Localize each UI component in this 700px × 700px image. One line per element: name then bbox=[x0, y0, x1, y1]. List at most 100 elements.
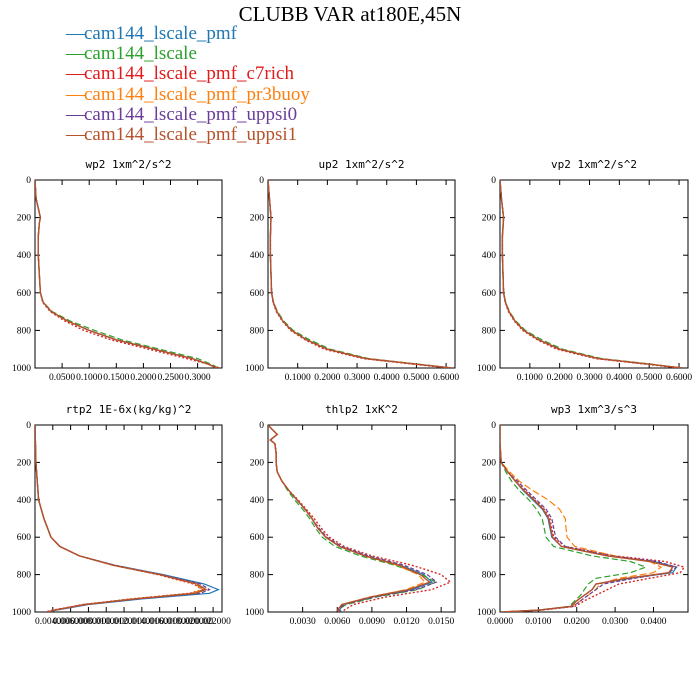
y-tick-label: 0 bbox=[26, 421, 31, 431]
chart-panel: thlp2 1xK^2 0 200 400 600 800 1000 0.0030 0.0060… bbox=[245, 403, 456, 627]
series-line bbox=[35, 425, 211, 612]
legend-item: —cam144_lscale_pmf_c7rich bbox=[66, 64, 310, 84]
x-tick-label: 0.020000 bbox=[177, 617, 213, 627]
x-tick-label: 0.012000 bbox=[106, 617, 142, 627]
x-tick-label: 0.0030 bbox=[290, 617, 316, 627]
series-line bbox=[500, 180, 683, 368]
x-tick-label: 0.1000 bbox=[285, 373, 311, 383]
series-line bbox=[500, 425, 678, 612]
y-tick-label: 400 bbox=[250, 251, 265, 261]
chart-panel: rtp2 1E-6x(kg/kg)^2 0 200 400 600 800 1000 0.00… bbox=[12, 403, 231, 627]
series-line bbox=[35, 180, 217, 368]
chart-panel: up2 1xm^2/s^2 0 200 400 600 800 1000 0.1000 0.20… bbox=[245, 158, 459, 383]
y-tick-label: 1000 bbox=[12, 364, 31, 374]
x-tick-label: 0.004000 bbox=[35, 617, 71, 627]
legend-item: —cam144_lscale_pmf_uppsi0 bbox=[66, 104, 310, 125]
y-tick-label: 400 bbox=[482, 496, 497, 506]
y-tick-label: 400 bbox=[17, 496, 32, 506]
x-tick-label: 0.5000 bbox=[636, 373, 662, 383]
x-tick-label: 0.0120 bbox=[393, 617, 419, 627]
plot-frame bbox=[267, 424, 456, 613]
y-tick-label: 600 bbox=[482, 289, 497, 299]
panel-title: up2 1xm^2/s^2 bbox=[318, 158, 404, 171]
series-line bbox=[35, 180, 219, 368]
legend-label: cam144_lscale_pmf_uppsi1 bbox=[84, 124, 298, 146]
legend-item: —cam144_lscale_pmf_pr3buoy bbox=[66, 83, 310, 105]
x-tick-label: 0.0200 bbox=[564, 617, 590, 627]
y-tick-label: 0 bbox=[26, 176, 31, 186]
x-tick-label: 0.008000 bbox=[71, 617, 107, 627]
plot-frame bbox=[34, 424, 223, 613]
x-tick-label: 0.0400 bbox=[640, 617, 666, 627]
y-tick-label: 200 bbox=[17, 458, 32, 468]
chart-title: CLUBB VAR at180E,45N bbox=[238, 2, 462, 26]
x-tick-label: 0.0000 bbox=[487, 617, 513, 627]
x-tick-label: 0.2000 bbox=[130, 373, 156, 383]
series-line bbox=[268, 180, 453, 368]
y-tick-label: 800 bbox=[17, 571, 32, 581]
legend-dash: — bbox=[66, 83, 85, 105]
x-tick-label: 0.4000 bbox=[374, 373, 400, 383]
series-line bbox=[35, 425, 205, 612]
series-line bbox=[268, 180, 450, 368]
legend-item: —cam144_lscale bbox=[66, 44, 310, 64]
series-line bbox=[500, 180, 683, 368]
y-tick-label: 800 bbox=[250, 326, 265, 336]
x-tick-label: 0.6000 bbox=[666, 373, 692, 383]
x-tick-label: 0.0500 bbox=[49, 373, 75, 383]
series-line bbox=[35, 425, 220, 612]
plot-frame bbox=[499, 179, 689, 369]
series-line bbox=[500, 425, 686, 612]
x-tick-label: 0.2500 bbox=[157, 373, 183, 383]
chart-panel: wp2 1xm^2/s^2 0 200 400 600 800 1000 0.0500 0.10… bbox=[12, 158, 223, 383]
panel-title: wp3 1xm^3/s^3 bbox=[551, 403, 637, 416]
plot-frame bbox=[267, 179, 456, 369]
series-line bbox=[35, 180, 217, 368]
y-tick-label: 1000 bbox=[245, 608, 264, 618]
y-tick-label: 600 bbox=[17, 533, 32, 543]
x-tick-label: 0.4000 bbox=[606, 373, 632, 383]
series-line bbox=[500, 425, 674, 612]
legend-dash: — bbox=[66, 124, 85, 146]
y-tick-label: 400 bbox=[482, 251, 497, 261]
series-line bbox=[35, 425, 208, 612]
y-tick-label: 600 bbox=[250, 533, 265, 543]
plot-frame bbox=[34, 179, 223, 369]
legend-dash: — bbox=[66, 23, 85, 44]
y-tick-label: 0 bbox=[491, 176, 496, 186]
series-line bbox=[35, 425, 204, 612]
chart-panel: vp2 1xm^2/s^2 0 200 400 600 800 1000 0.1000 0.20… bbox=[477, 158, 692, 383]
x-tick-label: 0.3000 bbox=[344, 373, 370, 383]
y-tick-label: 400 bbox=[17, 251, 32, 261]
x-tick-label: 0.1500 bbox=[103, 373, 129, 383]
series-line bbox=[35, 425, 206, 612]
series-line bbox=[268, 425, 427, 612]
legend-label: cam144_lscale_pmf_c7rich bbox=[84, 63, 294, 85]
panel-title: rtp2 1E-6x(kg/kg)^2 bbox=[66, 403, 192, 416]
y-tick-label: 600 bbox=[17, 289, 32, 299]
legend-label: cam144_lscale_pmf_pr3buoy bbox=[84, 83, 310, 105]
panel-title: vp2 1xm^2/s^2 bbox=[551, 158, 637, 171]
series-line bbox=[500, 180, 680, 368]
y-tick-label: 0 bbox=[259, 421, 264, 431]
x-tick-label: 0.1000 bbox=[517, 373, 543, 383]
legend-dash: — bbox=[66, 63, 85, 85]
x-tick-label: 0.0060 bbox=[324, 617, 350, 627]
x-tick-label: 0.2000 bbox=[547, 373, 573, 383]
y-tick-label: 800 bbox=[250, 571, 265, 581]
y-tick-label: 1000 bbox=[477, 608, 496, 618]
x-tick-label: 0.0300 bbox=[602, 617, 628, 627]
y-tick-label: 800 bbox=[17, 326, 32, 336]
series-line bbox=[500, 425, 648, 612]
y-tick-label: 200 bbox=[482, 458, 497, 468]
legend-label: cam144_lscale bbox=[84, 43, 197, 65]
x-tick-label: 0.1000 bbox=[76, 373, 102, 383]
x-tick-label: 0.3000 bbox=[185, 373, 211, 383]
series-line bbox=[500, 425, 663, 612]
x-tick-label: 0.014000 bbox=[124, 617, 160, 627]
y-tick-label: 1000 bbox=[12, 608, 31, 618]
x-tick-label: 0.3000 bbox=[576, 373, 602, 383]
x-tick-label: 0.0100 bbox=[525, 617, 551, 627]
x-tick-label: 0.022000 bbox=[195, 617, 231, 627]
